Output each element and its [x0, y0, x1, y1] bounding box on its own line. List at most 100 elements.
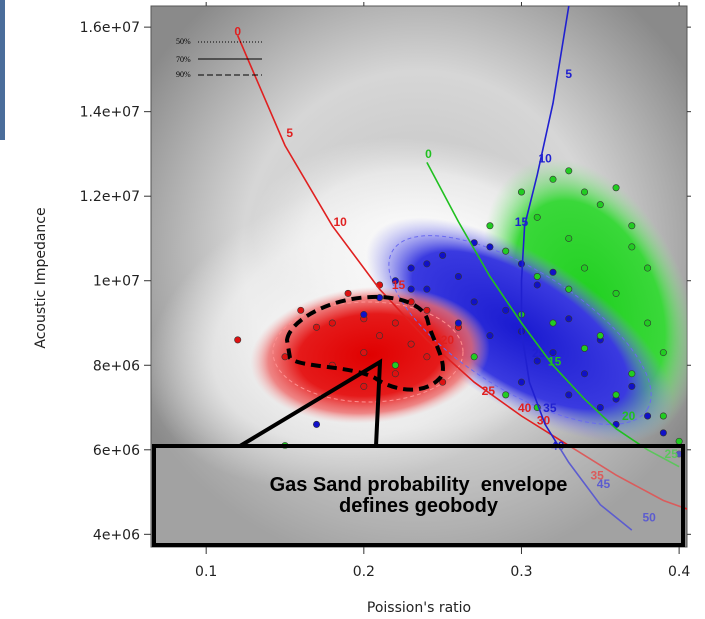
- trend-curve-label: 25: [532, 346, 546, 360]
- trend-curve-label: 5: [565, 67, 572, 81]
- y-tick-label: 8e+06: [93, 358, 140, 374]
- trend-curve-label: 10: [333, 215, 347, 229]
- data-point-series-1: [313, 420, 321, 428]
- legend: 50% 70% 90%: [176, 37, 262, 79]
- data-point-series-0: [391, 319, 399, 327]
- data-point-series-0: [439, 378, 447, 386]
- data-point-series-2: [612, 391, 620, 399]
- data-point-series-1: [533, 357, 541, 365]
- data-point-series-1: [439, 251, 447, 259]
- data-point-series-1: [486, 332, 494, 340]
- data-point-series-0: [376, 332, 384, 340]
- trend-curve-label: 0: [425, 147, 432, 161]
- trend-curve-label: 0: [234, 25, 241, 39]
- trend-curve-0: [236, 35, 687, 510]
- data-point-series-2: [659, 412, 667, 420]
- red-density: [250, 286, 490, 424]
- data-point-series-0: [407, 340, 415, 348]
- data-point-series-0: [391, 370, 399, 378]
- data-point-series-1: [644, 412, 652, 420]
- trend-curve-label: 40: [518, 401, 532, 415]
- y-tick-label: 6e+06: [93, 443, 140, 459]
- trend-curve-1: [520, 6, 633, 531]
- trend-curve-label: 5: [286, 126, 293, 140]
- legend-label-70: 70%: [176, 55, 191, 64]
- data-point-series-2: [565, 167, 573, 175]
- y-tick-label: 1.6e+07: [80, 20, 140, 36]
- data-point-series-2: [628, 222, 636, 230]
- data-point-series-0: [281, 353, 289, 361]
- data-point-series-1: [407, 285, 415, 293]
- data-point-series-2: [581, 344, 589, 352]
- callout-box: Gas Sand probability envelope defines ge…: [152, 444, 685, 547]
- trend-curve-label: 10: [538, 151, 552, 165]
- data-point-series-2: [581, 264, 589, 272]
- x-tick-label: 0.2: [353, 564, 375, 580]
- data-point-series-2: [565, 234, 573, 242]
- trend-curve-label: 45: [597, 477, 611, 491]
- data-point-series-2: [659, 349, 667, 357]
- callout-line-1: Gas Sand probability envelope: [269, 473, 568, 496]
- x-tick-label: 0.1: [195, 564, 217, 580]
- trend-curve-label: 35: [590, 468, 604, 482]
- trend-curve-label: 35: [543, 401, 557, 415]
- data-point-series-1: [533, 281, 541, 289]
- data-point-series-1: [423, 260, 431, 268]
- y-tick-label: 1.2e+07: [80, 189, 140, 205]
- data-point-series-1: [423, 285, 431, 293]
- data-point-series-0: [360, 349, 368, 357]
- data-point-series-0: [360, 382, 368, 390]
- geobody-outline: [284, 294, 445, 392]
- data-point-series-1: [581, 370, 589, 378]
- data-point-series-2: [596, 201, 604, 209]
- data-point-series-2: [502, 247, 510, 255]
- legend-label-50: 50%: [176, 37, 191, 46]
- data-point-series-0: [234, 336, 242, 344]
- data-point-series-1: [502, 306, 510, 314]
- data-point-series-0: [297, 306, 305, 314]
- callout-line-2: defines geobody: [339, 494, 498, 517]
- data-point-series-1: [486, 243, 494, 251]
- x-tick-label: 0.3: [510, 564, 532, 580]
- slide-accent-bar: [0, 0, 5, 140]
- legend-label-90: 90%: [176, 70, 191, 79]
- trend-curve-label: 20: [441, 333, 455, 347]
- data-point-series-2: [628, 243, 636, 251]
- data-point-series-2: [486, 222, 494, 230]
- data-point-series-2: [549, 175, 557, 183]
- callout-connector: [238, 358, 383, 448]
- trend-curve-label: 15: [515, 215, 529, 229]
- data-points: [234, 167, 683, 458]
- data-point-series-2: [533, 272, 541, 280]
- x-axis: 0.1 0.2 0.3 0.4: [195, 2, 690, 580]
- y-axis: 4e+06 6e+06 8e+06 1e+07 1.2e+07 1.4e+07 1.6e+0…: [80, 20, 691, 543]
- data-point-series-2: [612, 184, 620, 192]
- data-point-series-2: [644, 319, 652, 327]
- data-point-series-2: [565, 285, 573, 293]
- y-axis-label: Acoustic Impedance: [33, 207, 49, 348]
- data-point-series-1: [565, 315, 573, 323]
- data-point-series-2: [549, 319, 557, 327]
- trend-curve-label: 20: [622, 409, 636, 423]
- trend-curve-label: 25: [482, 384, 496, 398]
- data-point-series-1: [517, 260, 525, 268]
- trend-curve-2: [426, 162, 680, 468]
- trend-curve-label: 15: [392, 278, 406, 292]
- data-point-series-0: [344, 289, 352, 297]
- y-tick-label: 4e+06: [93, 527, 140, 543]
- data-point-series-2: [502, 391, 510, 399]
- data-point-series-0: [423, 353, 431, 361]
- data-point-series-1: [454, 272, 462, 280]
- data-point-series-1: [628, 382, 636, 390]
- data-point-series-1: [549, 349, 557, 357]
- data-point-series-1: [596, 404, 604, 412]
- y-tick-label: 1.4e+07: [80, 105, 140, 121]
- data-point-series-2: [391, 361, 399, 369]
- data-point-series-1: [407, 264, 415, 272]
- data-point-series-1: [470, 298, 478, 306]
- data-point-series-2: [612, 289, 620, 297]
- data-point-series-1: [549, 268, 557, 276]
- data-point-series-2: [644, 264, 652, 272]
- trend-curve-label: 15: [548, 354, 562, 368]
